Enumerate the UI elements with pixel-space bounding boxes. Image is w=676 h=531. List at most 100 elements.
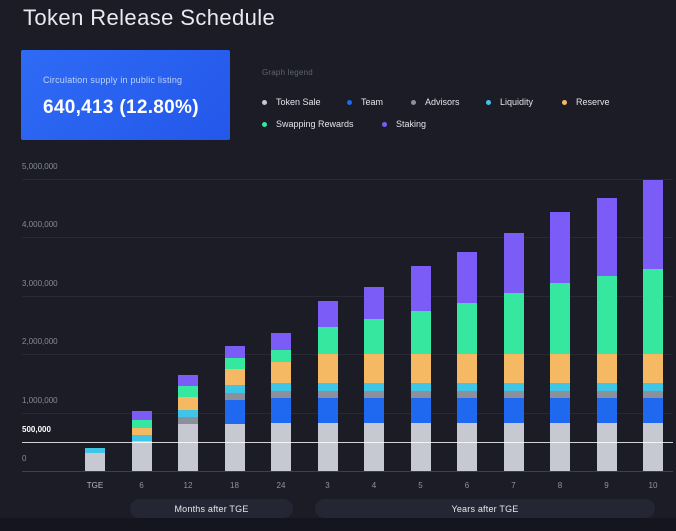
legend-item-label: Swapping Rewards [276,119,354,129]
legend-item-reserve[interactable]: Reserve [562,97,610,107]
gridline [22,471,673,472]
y-axis-tick-label: 500,000 [22,424,51,434]
x-axis-tick-label: 6 [139,481,144,490]
bar-segment-reserve [643,354,663,383]
bar-segment-staking [224,346,245,358]
legend-item-swapping-rewards[interactable]: Swapping Rewards [262,119,354,129]
supply-card-label: Circulation supply in public listing [43,75,183,85]
bar-segment-swapping-rewards [178,386,198,397]
bar-segment-swapping-rewards [271,350,291,363]
bar-x12-10[interactable] [643,0,663,531]
bar-x6-4[interactable] [364,0,384,531]
bar-segment-team [410,397,431,424]
legend-dot-icon [262,99,267,105]
axis-group-pill-months-after-tge: Months after TGE [130,499,293,518]
bar-x3-18[interactable] [224,0,245,531]
bar-segment-team [457,397,477,424]
legend-item-team[interactable]: Team [347,97,383,107]
legend-dot-icon [486,99,491,105]
bar-segment-token-sale [271,423,291,471]
bar-segment-team [271,397,291,424]
x-axis-tick-label: 4 [371,481,377,490]
bar-segment-staking [317,300,338,328]
bar-segment-token-sale [317,423,338,471]
bar-segment-liquidity [224,385,245,393]
y-axis-tick-label: 0 [22,454,27,463]
bar-segment-liquidity [178,409,198,418]
circulation-supply-card: Circulation supply in public listing 640… [21,50,230,140]
bar-segment-team [317,397,338,424]
bar-segment-reserve [271,362,291,383]
bar-segment-liquidity [131,435,152,442]
bar-segment-team [596,397,617,424]
bar-segment-reserve [178,396,198,410]
bar-segment-advisors [503,390,524,398]
y-axis-tick-label: 5,000,000 [22,161,58,171]
bar-segment-staking [364,286,384,319]
bar-x11-9[interactable] [596,0,617,531]
gridline [22,354,673,355]
bar-tge[interactable] [85,0,105,531]
bar-segment-reserve [550,354,570,383]
legend-item-label: Token Sale [276,97,321,107]
bar-segment-advisors [596,390,617,398]
bar-segment-token-sale [364,423,384,471]
bar-segment-advisors [224,392,245,400]
bar-segment-token-sale [224,424,245,471]
bar-segment-advisors [364,390,384,398]
bar-segment-advisors [271,390,291,398]
bar-segment-token-sale [503,423,524,471]
bar-segment-reserve [224,368,245,385]
bar-segment-liquidity [550,382,570,391]
bar-segment-swapping-rewards [643,268,663,354]
bar-segment-liquidity [643,382,663,391]
legend-dot-icon [347,99,352,105]
bar-x9-7[interactable] [503,0,524,531]
legend-item-token-sale[interactable]: Token Sale [262,97,321,107]
bar-segment-token-sale [410,423,431,471]
gridline [22,237,673,238]
bar-segment-staking [503,232,524,293]
legend-item-liquidity[interactable]: Liquidity [486,97,533,107]
bar-segment-advisors [457,390,477,398]
legend-item-advisors[interactable]: Advisors [411,97,460,107]
bar-x4-24[interactable] [271,0,291,531]
bar-segment-liquidity [596,382,617,391]
bar-segment-swapping-rewards [131,420,152,429]
bar-x7-5[interactable] [410,0,431,531]
legend-item-label: Liquidity [500,97,534,107]
bar-segment-staking [410,265,431,311]
bar-segment-staking [178,375,198,387]
bar-segment-token-sale [131,441,152,471]
legend-dot-icon [411,99,416,105]
bar-segment-reserve [131,428,152,436]
x-axis-tick-label: 18 [230,481,239,490]
highlight-gridline-500k [22,441,673,443]
bar-segment-reserve [457,354,477,383]
bar-x1-6[interactable] [131,0,152,531]
bar-segment-swapping-rewards [410,310,431,354]
bar-segment-advisors [317,390,338,398]
x-axis-tick-label: 24 [276,481,286,490]
bar-x2-12[interactable] [178,0,198,531]
legend-item-staking[interactable]: Staking [382,119,426,129]
supply-card-value: 640,413 (12.80%) [43,97,199,118]
bar-segment-staking [457,252,477,304]
bar-segment-advisors [410,390,431,398]
bar-x10-8[interactable] [550,0,570,531]
bar-segment-swapping-rewards [503,292,524,354]
legend-item-label: Advisors [425,97,460,107]
bar-segment-reserve [410,354,431,383]
bar-segment-liquidity [457,382,477,391]
bar-segment-reserve [317,354,338,383]
axis-group-pill-years-after-tge: Years after TGE [315,499,655,518]
bar-x5-3[interactable] [317,0,338,531]
bar-segment-swapping-rewards [550,283,570,354]
bar-segment-token-sale [550,423,570,471]
bar-segment-advisors [178,417,198,425]
bar-segment-staking [131,410,152,421]
bar-segment-token-sale [596,423,617,471]
x-axis-tick-label: 12 [183,481,193,490]
bar-x8-6[interactable] [457,0,477,531]
bar-segment-swapping-rewards [317,327,338,354]
